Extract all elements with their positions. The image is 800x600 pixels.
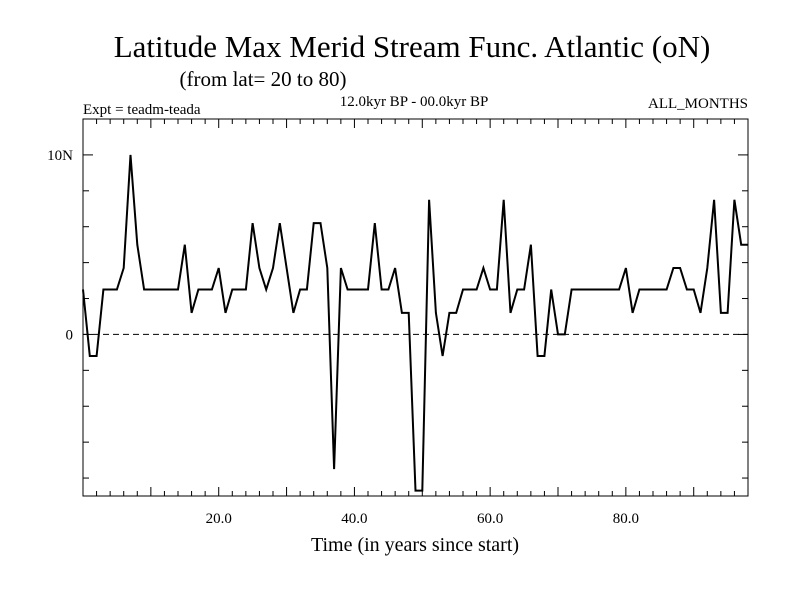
plot-frame <box>82 118 749 497</box>
x-tick-label: 20.0 <box>206 511 232 527</box>
months-label: ALL_MONTHS <box>648 96 748 112</box>
series-line <box>82 154 748 492</box>
series-layer <box>82 154 749 492</box>
chart-subtitle: (from lat= 20 to 80) <box>180 67 347 91</box>
y-tick-label: 10N <box>47 148 73 164</box>
x-axis-label: Time (in years since start) <box>311 534 519 556</box>
x-tick-label: 40.0 <box>341 511 367 527</box>
axis-ticks <box>83 118 748 496</box>
x-tick-label: 80.0 <box>613 511 639 527</box>
expt-label: Expt = teadm-teada <box>83 102 201 118</box>
period-label: 12.0kyr BP - 00.0kyr BP <box>340 94 489 110</box>
axis-tick-labels: 20.0 40.0 60.0 80.0 10N 0 <box>47 148 639 527</box>
x-tick-label: 60.0 <box>477 511 503 527</box>
y-tick-label: 0 <box>66 327 74 343</box>
chart-title: Latitude Max Merid Stream Func. Atlantic… <box>114 29 711 64</box>
